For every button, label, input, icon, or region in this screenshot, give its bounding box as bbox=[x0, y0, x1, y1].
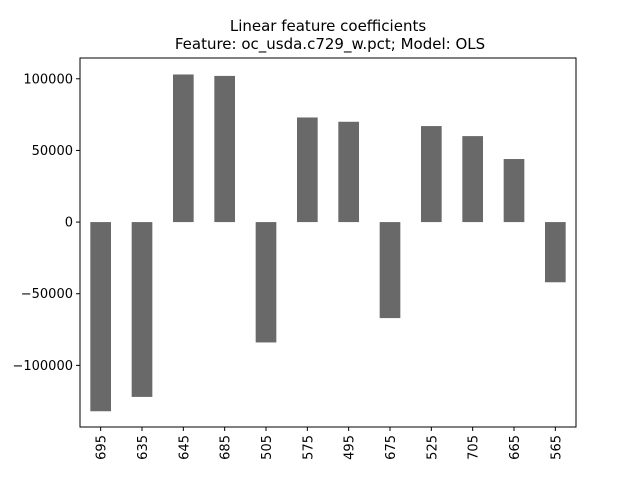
x-tick-label-525: 525 bbox=[425, 435, 440, 460]
bar-685 bbox=[214, 75, 235, 223]
bar-565 bbox=[545, 222, 566, 283]
x-axis: 695 635 645 685 505 575 495 675 525 705 665 565 bbox=[95, 427, 564, 460]
y-tick-label--100000: −100000 bbox=[12, 359, 73, 374]
bar-495 bbox=[338, 121, 359, 223]
chart-subtitle: Feature: oc_usda.c729_w.pct; Model: OLS bbox=[175, 35, 485, 54]
x-tick-label-495: 495 bbox=[343, 435, 358, 460]
bar-525 bbox=[421, 126, 442, 223]
x-tick-label-505: 505 bbox=[260, 435, 275, 460]
y-tick-label--50000: −50000 bbox=[21, 287, 73, 302]
bar-635 bbox=[131, 222, 153, 397]
bar-695 bbox=[90, 222, 111, 412]
x-tick-label-635: 635 bbox=[136, 435, 151, 460]
bar-645 bbox=[173, 74, 194, 223]
bar-575 bbox=[297, 117, 318, 223]
y-tick-label-50000: 50000 bbox=[32, 144, 73, 159]
x-tick-label-695: 695 bbox=[95, 435, 110, 460]
bar-665 bbox=[503, 159, 525, 223]
x-tick-label-705: 705 bbox=[467, 435, 482, 460]
y-tick-label-100000: 100000 bbox=[23, 72, 73, 87]
bar-505 bbox=[255, 222, 277, 343]
x-tick-label-645: 645 bbox=[177, 435, 192, 460]
bar-705 bbox=[462, 136, 483, 223]
bar-675 bbox=[379, 222, 401, 319]
y-axis: −100000 −50000 0 50000 100000 bbox=[12, 72, 80, 374]
x-tick-label-665: 665 bbox=[508, 435, 523, 460]
x-tick-label-575: 575 bbox=[301, 435, 316, 460]
chart-title: Linear feature coefficients bbox=[230, 17, 426, 35]
x-tick-label-685: 685 bbox=[219, 435, 234, 460]
x-tick-label-565: 565 bbox=[549, 435, 564, 460]
y-tick-label-0: 0 bbox=[65, 216, 73, 231]
plot-frame bbox=[79, 57, 577, 428]
x-tick-label-675: 675 bbox=[384, 435, 399, 460]
bars-group bbox=[90, 74, 566, 412]
